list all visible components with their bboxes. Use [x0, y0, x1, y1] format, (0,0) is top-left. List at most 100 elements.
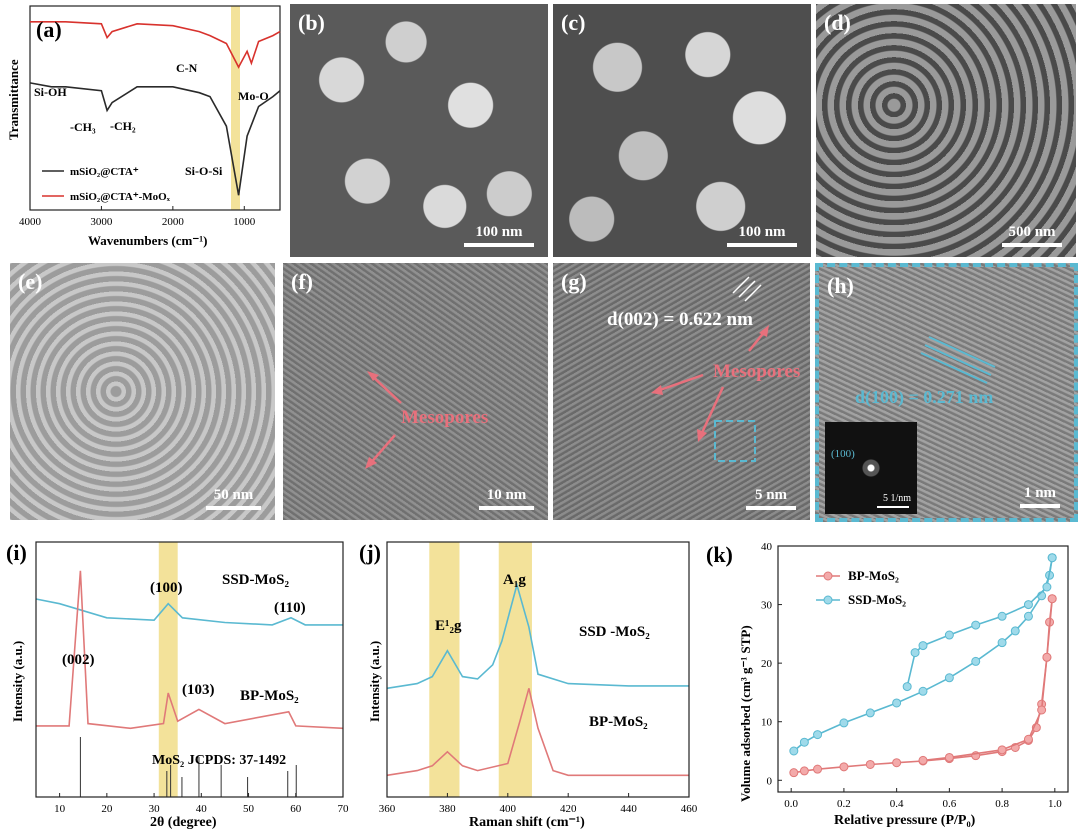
panel-k-bet-chart: 0.0 0.2 0.4 0.6 0.8 1.0 0 10 20 30 40 (k) Volume a…: [700, 532, 1078, 834]
bet-point-ssd: [918, 686, 928, 696]
bet-point-ssd: [865, 708, 875, 718]
panel-tag: (a): [36, 17, 62, 42]
arrow-head: [367, 371, 379, 381]
panel-b-sem-image: (b) 100 nm: [290, 4, 548, 257]
bet-point-bp: [1047, 594, 1057, 604]
x-tick-label: 40: [196, 803, 208, 815]
bet-point-ssd: [971, 620, 981, 630]
panel-f-tem-image: (f) Mesopores 10 nm: [283, 263, 548, 520]
x-tick-label: 420: [560, 803, 577, 815]
d-spacing-label: d(100) = 0.271 nm: [855, 387, 994, 407]
bet-point-ssd: [997, 638, 1007, 648]
raman-series-line-bp: [386, 688, 689, 777]
x-tick-label: 360: [379, 803, 396, 815]
bet-point-bp: [789, 768, 799, 778]
saed-inset: (100) 5 1/nm: [825, 422, 917, 514]
panel-tag: (k): [706, 542, 733, 567]
legend-label-bp: BP-MoS₂: [848, 568, 899, 583]
peak-label-103: (103): [182, 682, 215, 698]
ftir-series-line-black: [29, 82, 281, 196]
panel-tag: (f): [291, 269, 313, 294]
scale-bar: 10 nm: [479, 487, 534, 510]
arrow-head: [651, 385, 663, 395]
bet-line-ssd-adsorption: [793, 557, 1053, 752]
y-tick-label: 0: [767, 775, 773, 787]
bet-point-bp: [1023, 734, 1033, 744]
x-tick-label: 460: [681, 803, 697, 815]
lattice-fringe: [732, 276, 750, 294]
plot-frame: [29, 5, 281, 211]
panel-g-tem-image: (g) d(002) = 0.622 nm Mesopores 5 nm: [553, 263, 810, 520]
x-tick-label: 440: [620, 803, 637, 815]
legend-marker-bp: [823, 571, 833, 581]
raman-x-ticks: 360 380 400 420 440 460: [379, 793, 698, 815]
scale-bar-line: [1020, 504, 1060, 508]
scale-bar-label: 50 nm: [213, 487, 254, 503]
plot-frame: [386, 541, 690, 798]
arrow-head: [365, 457, 377, 469]
mo-o-label: Mo-O: [238, 89, 269, 103]
x-axis-label: Relative pressure (P/P₀): [834, 813, 976, 828]
bet-point-ssd: [813, 730, 823, 740]
mesopore-arrows: [651, 276, 769, 462]
cn-highlight-band: [231, 6, 240, 210]
scale-bar-line: [1002, 243, 1062, 247]
legend-marker-ssd: [823, 595, 833, 605]
bet-point-bp: [813, 764, 823, 774]
series-label-ssd: SSD -MoS₂: [579, 624, 650, 640]
scale-bar-label: 5 nm: [754, 487, 788, 503]
bet-point-bp: [944, 752, 954, 762]
scale-bar: 100 nm: [464, 224, 534, 247]
ftir-svg: 4000 3000 2000 1000 (a) Transmittance Waven…: [6, 5, 281, 248]
scale-bar: 5 nm: [746, 487, 796, 510]
y-tick-label: 20: [761, 658, 773, 670]
plot-frame: [35, 541, 344, 798]
lattice-fringe: [744, 284, 762, 302]
x-tick-label: 20: [101, 803, 113, 815]
bet-point-ssd: [910, 648, 920, 658]
scale-bar-line: [727, 243, 797, 247]
panel-tag: (d): [824, 10, 851, 35]
raman-svg: 360 380 400 420 440 460 (j) Intensity (a.u.) …: [359, 540, 698, 830]
zoom-region-box: [714, 420, 756, 462]
x-axis-label: Raman shift (cm⁻¹): [469, 815, 585, 830]
bet-point-ssd: [944, 630, 954, 640]
y-tick-label: 30: [761, 600, 773, 612]
y-axis-label: Intensity (a.u.): [367, 641, 382, 722]
x-tick-label: 0.4: [890, 798, 904, 810]
bet-point-ssd: [789, 746, 799, 756]
y-tick-label: 40: [761, 541, 773, 553]
raman-series-line-ssd: [386, 581, 689, 690]
panel-h-hrtem-image: (h) d(100) = 0.271 nm (100) 5 1/nm 1 nm: [815, 263, 1078, 522]
ftir-series-group: [29, 20, 281, 196]
bet-point-bp: [865, 759, 875, 769]
y-tick-label: 10: [761, 717, 773, 729]
x-tick-label: 1000: [233, 216, 256, 228]
panel-e-tem-image: (e) 50 nm: [10, 263, 275, 520]
x-tick-label: 30: [149, 803, 161, 815]
ch3-label: -CH₃: [70, 120, 96, 134]
scale-bar: 1 nm: [1020, 485, 1060, 508]
ch2-label: -CH₂: [110, 119, 136, 133]
bet-point-ssd: [918, 641, 928, 651]
d-spacing-label: d(002) = 0.622 nm: [607, 309, 753, 330]
x-tick-label: 4000: [19, 216, 42, 228]
arrow-head: [759, 325, 769, 337]
bet-point-bp: [839, 762, 849, 772]
bet-point-bp: [1037, 705, 1047, 715]
bet-point-bp: [997, 745, 1007, 755]
panel-j-raman-chart: 360 380 400 420 440 460 (j) Intensity (a.u.) …: [357, 532, 698, 834]
xrd-series-line-bp: [36, 570, 344, 730]
mesopores-label: Mesopores: [713, 361, 801, 382]
peak-label-110: (110): [274, 600, 306, 616]
ftir-series-line-red: [30, 20, 281, 69]
arrow-head: [697, 429, 707, 442]
x-tick-label: 50: [243, 803, 255, 815]
bet-point-ssd: [839, 718, 849, 728]
x-tick-label: 60: [290, 803, 302, 815]
raman-series-group: [386, 581, 689, 777]
bet-point-bp: [799, 766, 809, 776]
x-tick-label: 0.8: [995, 798, 1009, 810]
bet-point-ssd: [944, 673, 954, 683]
peak-label-a1g: A₁g: [503, 572, 526, 588]
